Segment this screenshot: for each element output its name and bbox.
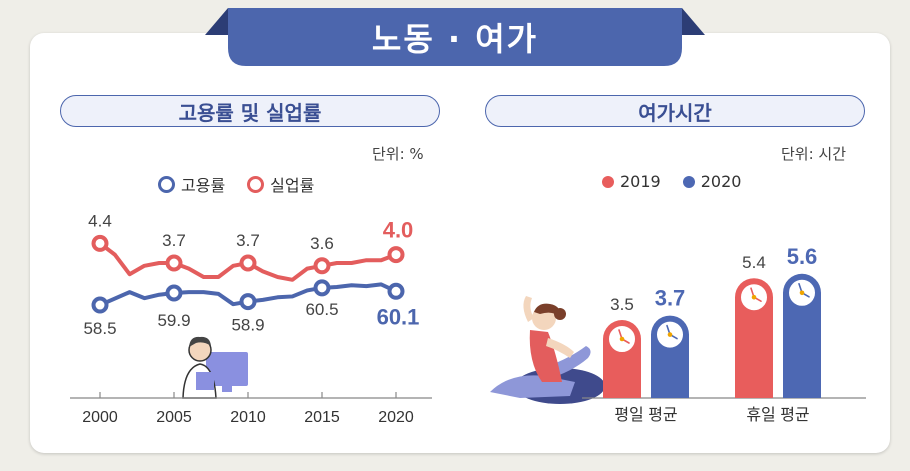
clock-center-icon: [799, 290, 805, 296]
bar-value-label: 5.6: [787, 244, 818, 269]
data-point-unemployment: [387, 246, 405, 264]
data-label-employment: 60.1: [377, 304, 420, 329]
bar-body-2020: [783, 292, 821, 398]
data-point-employment: [313, 279, 331, 297]
category-label: 휴일 평균: [746, 406, 809, 424]
legend-item-employment: 고용률: [158, 172, 225, 196]
data-label-unemployment: 3.7: [162, 231, 186, 250]
data-label-employment: 58.9: [231, 316, 264, 335]
data-point-employment: [91, 296, 109, 314]
x-tick-label: 2015: [304, 409, 340, 426]
data-label-unemployment: 4.0: [383, 218, 414, 243]
data-label-employment: 60.5: [305, 300, 338, 319]
unit-label-right: 단위: 시간: [781, 145, 847, 163]
x-tick-label: 2005: [156, 409, 192, 426]
panel-title-leisure: 여가시간: [485, 95, 865, 127]
x-tick-label: 2000: [82, 409, 118, 426]
legend-label: 실업률: [270, 176, 315, 195]
bar-body-2019: [735, 297, 773, 398]
data-label-employment: 59.9: [157, 311, 190, 330]
legend-label: 2019: [620, 172, 661, 191]
legend-item-unemployment: 실업률: [247, 172, 314, 196]
panel-title-employment: 고용률 및 실업률: [60, 95, 440, 127]
clock-center-icon: [619, 336, 625, 342]
person-at-computer-icon: [182, 336, 248, 399]
woman-stretching-icon: [490, 296, 605, 404]
legend-right: 2019 2020: [602, 172, 755, 191]
bar-value-label: 3.7: [655, 286, 686, 311]
x-tick-label: 2010: [230, 409, 266, 426]
legend-ring-icon: [158, 175, 175, 193]
page-title: 노동 · 여가: [371, 20, 539, 58]
legend-item-2019: 2019: [602, 172, 661, 191]
data-point-unemployment: [91, 234, 109, 252]
legend-ring-icon: [247, 175, 265, 193]
data-label-unemployment: 3.7: [236, 231, 260, 250]
data-point-employment: [387, 282, 405, 300]
data-point-employment: [239, 293, 257, 311]
legend-label: 2020: [700, 172, 742, 191]
x-tick-label: 2020: [378, 409, 414, 426]
data-point-unemployment: [165, 254, 183, 272]
clock-center-icon: [751, 294, 757, 300]
legend-item-2020: 2020: [682, 172, 742, 191]
legend-left: 고용률 실업률: [158, 172, 328, 196]
category-label: 평일 평균: [614, 406, 677, 424]
data-point-employment: [165, 284, 183, 302]
bar-value-label: 5.4: [742, 253, 766, 272]
bar-value-label: 3.5: [610, 295, 634, 314]
data-label-unemployment: 3.6: [310, 234, 334, 253]
data-point-unemployment: [313, 257, 331, 275]
legend-dot-icon: [682, 175, 695, 188]
data-point-unemployment: [239, 254, 257, 272]
data-label-unemployment: 4.4: [88, 211, 112, 230]
legend-dot-icon: [602, 175, 614, 188]
data-label-employment: 58.5: [83, 319, 116, 338]
unit-label-left: 단위: %: [372, 145, 424, 163]
clock-center-icon: [667, 332, 673, 337]
legend-label: 고용률: [181, 176, 226, 195]
